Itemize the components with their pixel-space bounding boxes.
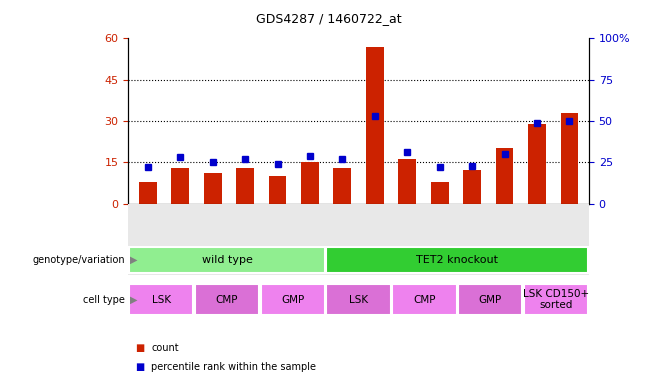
Text: count: count: [151, 343, 179, 353]
Text: ■: ■: [135, 362, 144, 372]
Text: LSK CD150+
sorted: LSK CD150+ sorted: [523, 289, 589, 310]
Bar: [495, 149, 513, 204]
Text: GMP: GMP: [478, 295, 502, 305]
Bar: [301, 162, 319, 204]
Bar: [204, 173, 222, 204]
Text: percentile rank within the sample: percentile rank within the sample: [151, 362, 316, 372]
Bar: [128, 204, 589, 275]
Text: LSK: LSK: [151, 295, 171, 305]
Text: TET2 knockout: TET2 knockout: [417, 255, 498, 265]
Text: cell type: cell type: [83, 295, 125, 305]
Bar: [326, 247, 588, 273]
Bar: [463, 170, 481, 204]
Bar: [458, 284, 522, 315]
Bar: [195, 284, 259, 315]
Bar: [392, 284, 457, 315]
Bar: [398, 159, 416, 204]
Text: GMP: GMP: [281, 295, 305, 305]
Bar: [334, 168, 351, 204]
Text: wild type: wild type: [201, 255, 253, 265]
Bar: [528, 124, 546, 204]
Bar: [326, 284, 391, 315]
Text: ▶: ▶: [130, 255, 137, 265]
Text: genotype/variation: genotype/variation: [32, 255, 125, 265]
Bar: [431, 182, 449, 204]
Text: LSK: LSK: [349, 295, 368, 305]
Bar: [561, 113, 578, 204]
Bar: [129, 247, 325, 273]
Bar: [366, 46, 384, 204]
Text: CMP: CMP: [413, 295, 436, 305]
Bar: [171, 168, 189, 204]
Bar: [524, 284, 588, 315]
Text: ▶: ▶: [130, 295, 137, 305]
Text: GDS4287 / 1460722_at: GDS4287 / 1460722_at: [256, 12, 402, 25]
Bar: [139, 182, 157, 204]
Bar: [261, 284, 325, 315]
Text: ■: ■: [135, 343, 144, 353]
Bar: [236, 168, 254, 204]
Text: CMP: CMP: [216, 295, 238, 305]
Bar: [268, 176, 286, 204]
Bar: [129, 284, 193, 315]
